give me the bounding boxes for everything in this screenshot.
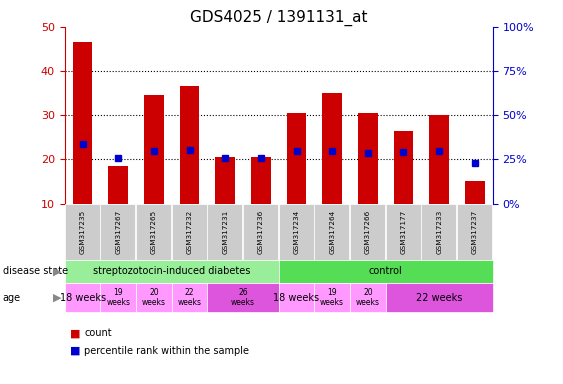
Text: GSM317267: GSM317267 — [115, 210, 121, 254]
Text: 18 weeks: 18 weeks — [274, 293, 320, 303]
Text: ■: ■ — [70, 346, 81, 356]
Bar — [287, 113, 306, 204]
Title: GDS4025 / 1391131_at: GDS4025 / 1391131_at — [190, 9, 368, 25]
Text: GSM317265: GSM317265 — [151, 210, 157, 254]
Bar — [394, 131, 413, 204]
Bar — [144, 95, 164, 204]
Bar — [358, 113, 378, 204]
Text: GSM317233: GSM317233 — [436, 210, 442, 254]
Text: GSM317236: GSM317236 — [258, 210, 264, 254]
Text: GSM317264: GSM317264 — [329, 210, 335, 254]
Text: GSM317266: GSM317266 — [365, 210, 371, 254]
Text: 22
weeks: 22 weeks — [177, 288, 202, 308]
Text: control: control — [369, 266, 403, 276]
Text: ▶: ▶ — [53, 293, 62, 303]
Text: ▶: ▶ — [53, 266, 62, 276]
Text: GSM317232: GSM317232 — [186, 210, 193, 254]
Bar — [109, 166, 128, 204]
Text: GSM317237: GSM317237 — [472, 210, 478, 254]
Bar — [73, 42, 92, 204]
Bar — [465, 182, 485, 204]
Text: 19
weeks: 19 weeks — [106, 288, 130, 308]
Bar — [180, 86, 199, 204]
Bar — [216, 157, 235, 204]
Bar — [251, 157, 271, 204]
Text: GSM317235: GSM317235 — [79, 210, 86, 254]
Text: ■: ■ — [70, 328, 81, 338]
Text: disease state: disease state — [3, 266, 68, 276]
Bar — [323, 93, 342, 204]
Text: GSM317234: GSM317234 — [293, 210, 300, 254]
Text: 19
weeks: 19 weeks — [320, 288, 344, 308]
Text: streptozotocin-induced diabetes: streptozotocin-induced diabetes — [93, 266, 251, 276]
Text: count: count — [84, 328, 112, 338]
Text: percentile rank within the sample: percentile rank within the sample — [84, 346, 249, 356]
Text: 20
weeks: 20 weeks — [142, 288, 166, 308]
Text: 22 weeks: 22 weeks — [416, 293, 462, 303]
Text: 26
weeks: 26 weeks — [231, 288, 255, 308]
Text: GSM317177: GSM317177 — [400, 210, 406, 254]
Text: age: age — [3, 293, 21, 303]
Bar — [430, 115, 449, 204]
Text: 18 weeks: 18 weeks — [60, 293, 106, 303]
Text: GSM317231: GSM317231 — [222, 210, 228, 254]
Text: 20
weeks: 20 weeks — [356, 288, 380, 308]
